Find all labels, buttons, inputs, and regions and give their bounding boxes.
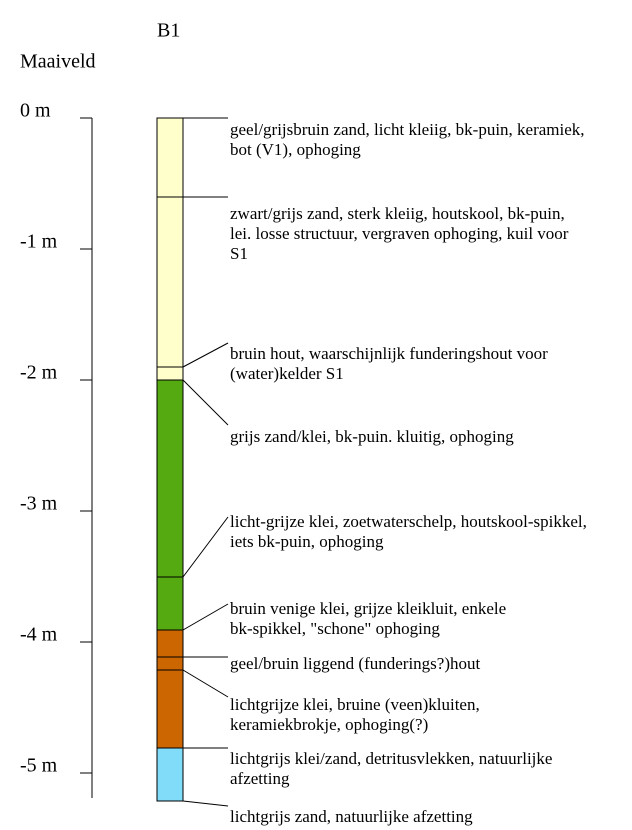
layer-description: lei. losse structuur, vergraven ophoging… [230,224,569,243]
layer-description: S1 [230,244,248,263]
layer-description: licht-grijze klei, zoetwaterschelp, hout… [230,512,587,531]
depth-label: -3 m [20,493,58,515]
layer-description: bk-spikkel, "schone" ophoging [230,619,440,638]
layer-description: afzetting [230,769,290,788]
layer-description: geel/grijsbruin zand, licht kleiig, bk-p… [230,120,585,139]
soil-layer [156,576,184,631]
layer-description: geel/bruin liggend (funderings?)hout [230,654,480,673]
soil-layer [156,379,184,578]
layer-description: grijs zand/klei, bk-puin. kluitig, ophog… [230,427,514,446]
layer-description: bot (V1), ophoging [230,140,361,159]
soil-layer [156,747,184,802]
depth-label: -4 m [20,624,58,646]
depth-label: -5 m [20,755,58,777]
layer-description: zwart/grijs zand, sterk kleiig, houtskoo… [230,204,565,223]
surface-label: Maaiveld [20,51,96,73]
layer-description: bruin venige klei, grijze kleikluit, enk… [230,599,506,618]
connector [182,379,229,426]
layer-description: iets bk-puin, ophoging [230,532,384,551]
soil-layer [156,656,184,671]
layer-description: (water)kelder S1 [230,364,344,383]
soil-layer [156,117,184,198]
connector [182,800,229,807]
layer-description: bruin hout, waarschijnlijk funderingshou… [230,344,548,363]
soil-layer [156,629,184,658]
layer-description: lichtgrijs zand, natuurlijke afzetting [230,807,473,826]
connector [182,516,229,578]
connector [182,669,229,698]
title: B1 [157,20,180,42]
soil-layer [156,196,184,368]
connector [182,342,229,368]
connector [182,603,229,631]
layer-description: lichtgrijze klei, bruine (veen)kluiten, [230,695,480,714]
layer-description: keramiekbrokje, ophoging(?) [230,715,428,734]
depth-label: -1 m [20,231,58,253]
soil-layer [156,366,184,381]
soil-layer [156,669,184,749]
depth-label: -2 m [20,362,58,384]
layer-description: lichtgrijs klei/zand, detritusvlekken, n… [230,749,552,768]
depth-label: 0 m [20,100,51,122]
